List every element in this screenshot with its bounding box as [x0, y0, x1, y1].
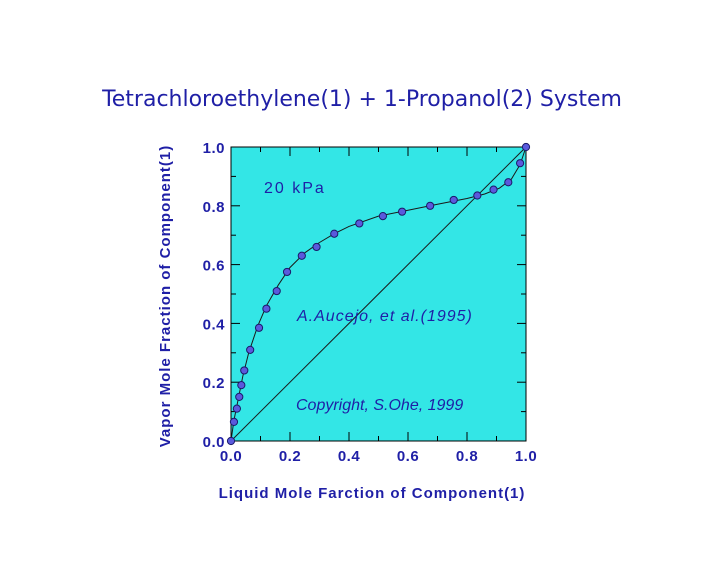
data-point — [254, 323, 264, 332]
y-tick-label: 0.4 — [203, 316, 226, 333]
data-point — [449, 195, 458, 205]
data-point — [232, 404, 241, 413]
x-tick-label: 0.0 — [220, 448, 242, 465]
data-points — [226, 142, 531, 446]
data-point — [504, 178, 513, 187]
data-point — [516, 159, 525, 168]
data-point — [235, 392, 244, 401]
x-tick-label: 0.4 — [338, 448, 361, 465]
source-annotation: A.Aucejo, et al.(1995) — [296, 308, 473, 325]
data-point — [398, 207, 407, 216]
data-point — [246, 345, 255, 354]
copyright-annotation: Copyright, S.Ohe, 1999 — [296, 397, 463, 414]
data-point — [521, 142, 531, 152]
data-point — [355, 219, 364, 228]
data-point — [229, 417, 239, 426]
x-tick-label: 0.6 — [397, 448, 419, 465]
data-point — [297, 251, 306, 260]
x-tick-label: 1.0 — [515, 448, 537, 465]
data-point — [237, 381, 246, 390]
x-tick-labels: 0.0 0.2 0.4 0.6 0.8 1.0 — [220, 448, 537, 465]
x-axis-label: Liquid Mole Farction of Component(1) — [219, 485, 526, 502]
data-point — [312, 242, 321, 252]
y-tick-label: 0.0 — [203, 434, 225, 451]
data-point — [262, 304, 271, 313]
data-point — [489, 185, 498, 194]
y-tick-label: 1.0 — [203, 140, 225, 157]
pressure-annotation: 20 kPa — [264, 180, 326, 197]
y-tick-label: 0.8 — [203, 199, 225, 216]
x-tick-label: 0.8 — [456, 448, 478, 465]
chart-title: Tetrachloroethylene(1) + 1-Propanol(2) S… — [101, 87, 622, 112]
data-point — [272, 286, 281, 296]
data-point — [426, 201, 435, 210]
data-point — [378, 211, 388, 221]
y-tick-labels: 0.0 0.2 0.4 0.6 0.8 1.0 — [203, 140, 226, 451]
y-tick-label: 0.6 — [203, 258, 225, 275]
y-tick-label: 0.2 — [203, 375, 225, 392]
data-point — [226, 436, 236, 446]
data-point — [282, 267, 292, 277]
data-point — [240, 366, 249, 375]
y-axis-label: Vapor Mole Fraction of Component(1) — [157, 145, 174, 448]
data-point — [330, 229, 339, 238]
x-tick-label: 0.2 — [279, 448, 301, 465]
data-point — [473, 191, 482, 200]
